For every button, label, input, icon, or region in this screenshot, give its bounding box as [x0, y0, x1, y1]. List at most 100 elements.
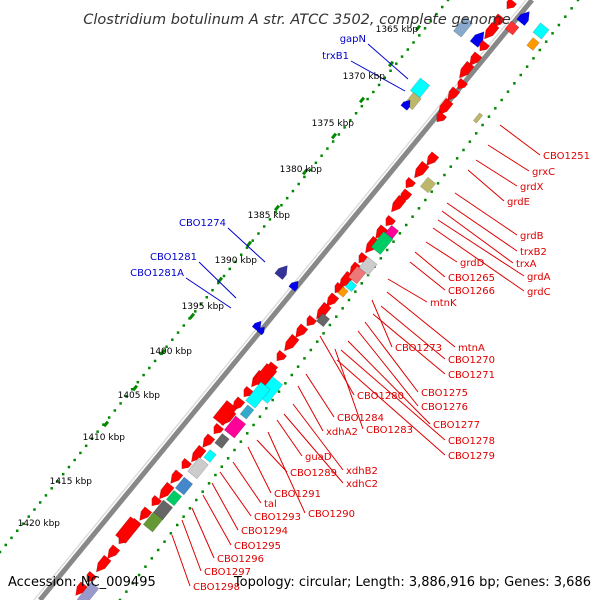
gene-label-forward[interactable]: trxB1	[322, 51, 349, 62]
gene-label-reverse[interactable]: CBO1265	[448, 273, 495, 284]
tick-dot	[38, 501, 42, 504]
gene-label-reverse[interactable]: grdE	[507, 197, 530, 208]
gene-reverse	[426, 151, 440, 166]
gene-reverse	[484, 21, 500, 40]
gene-label-reverse[interactable]: CBO1275	[421, 388, 468, 399]
gene-label-reverse[interactable]: CBO1293	[254, 512, 301, 523]
tick-dot	[4, 543, 7, 547]
gene-label-reverse[interactable]: trxB2	[520, 247, 547, 258]
tick-dot	[125, 395, 128, 398]
gene-label-forward[interactable]: CBO1274	[179, 218, 226, 229]
gene-label-reverse[interactable]: CBO1278	[448, 436, 495, 447]
gene-reverse	[347, 265, 367, 285]
gene-reverse	[479, 39, 490, 52]
tick-dot	[576, 0, 580, 2]
gene-reverse	[436, 110, 447, 123]
gene-label-reverse[interactable]: grdC	[527, 287, 551, 298]
gene-label-reverse[interactable]: CBO1290	[308, 509, 355, 520]
tick-dot	[449, 165, 453, 168]
gene-label-reverse[interactable]: CBO1298	[193, 582, 240, 593]
gene-reverse	[504, 20, 520, 36]
tick-dot	[389, 69, 392, 73]
gene-label-forward[interactable]: CBO1281	[150, 252, 197, 263]
gene-label-reverse[interactable]: grdB	[520, 231, 544, 242]
tick-label: 1415 kbp	[50, 477, 93, 487]
tick-dot	[245, 246, 249, 249]
label-leader	[475, 159, 518, 187]
gene-reverse	[326, 292, 340, 307]
gene-label-forward[interactable]: gapN	[340, 34, 366, 45]
tick-dot	[27, 515, 30, 518]
gene-label-reverse[interactable]: mtnK	[430, 298, 457, 309]
gene-reverse	[151, 494, 162, 507]
tick-dot	[274, 211, 277, 214]
gene-label-reverse[interactable]: tal	[264, 499, 277, 510]
tick-dot	[347, 298, 351, 302]
gene-label-reverse[interactable]: CBO1280	[357, 391, 404, 402]
label-leader	[256, 439, 288, 473]
gene-label-reverse[interactable]: xdhC2	[346, 479, 378, 490]
gene-label-reverse[interactable]: CBO1283	[366, 425, 413, 436]
gene-label-reverse[interactable]: grdD	[460, 258, 485, 269]
tick-dot	[113, 409, 117, 412]
gene-labels: gapN trxB1 CBO1274 CBO1281 CBO1281A CBO1251 gr…	[130, 34, 590, 593]
tick-dot	[411, 215, 414, 218]
gene-label-reverse[interactable]: CBO1266	[448, 286, 495, 297]
gene-reverse	[526, 37, 540, 51]
gene-label-reverse[interactable]: CBO1276	[421, 402, 468, 413]
tick-dot	[194, 310, 197, 313]
tick-dot	[148, 366, 151, 370]
tick-dot	[417, 207, 421, 210]
gene-reverse	[86, 570, 97, 583]
label-leader	[425, 241, 458, 263]
tick-dot	[277, 390, 281, 393]
label-leader	[347, 340, 431, 425]
gene-forward	[516, 11, 530, 26]
gene-label-reverse[interactable]: xdhA2	[326, 427, 358, 438]
gene-label-reverse[interactable]: grxC	[532, 167, 555, 178]
gene-reverse	[139, 506, 153, 521]
tick-dot	[412, 41, 415, 44]
tick-dot	[303, 175, 306, 179]
gene-label-reverse[interactable]: CBO1294	[241, 526, 288, 537]
gene-label-reverse[interactable]: CBO1270	[448, 355, 495, 366]
tick-label: 1405 kbp	[118, 391, 161, 401]
gene-label-reverse[interactable]: CBO1273	[395, 343, 442, 354]
gene-label-reverse[interactable]: trxA	[516, 259, 537, 270]
tick-dot	[239, 253, 243, 257]
tick-dot	[142, 373, 145, 377]
tick-dot	[150, 557, 154, 560]
tick-dot	[257, 232, 260, 235]
gene-label-reverse[interactable]: CBO1277	[433, 420, 480, 431]
label-leader	[292, 403, 344, 471]
gene-reverse	[370, 231, 394, 255]
gene-reverse	[202, 433, 216, 448]
gene-label-reverse[interactable]: guaD	[305, 452, 332, 463]
gene-label-reverse[interactable]: CBO1271	[448, 370, 495, 381]
gene-label-reverse[interactable]: CBO1289	[290, 468, 337, 479]
gene-label-reverse[interactable]: CBO1284	[337, 413, 384, 424]
tick-dot	[15, 529, 19, 533]
gene-label-reverse[interactable]: CBO1296	[217, 554, 264, 565]
tick-dot	[234, 260, 237, 264]
tick-dot	[379, 257, 383, 260]
tick-dot	[385, 248, 389, 252]
backbone-highlight	[33, 0, 527, 601]
gene-label-reverse[interactable]: CBO1297	[204, 567, 251, 578]
gene-reverse	[142, 511, 164, 533]
gene-label-forward[interactable]: CBO1281A	[130, 268, 184, 279]
tick-mark	[188, 312, 196, 320]
gene-label-reverse[interactable]: xdhB2	[346, 466, 378, 477]
gene-label-reverse[interactable]: CBO1251	[543, 151, 590, 162]
gene-label-reverse[interactable]: grdA	[527, 272, 551, 283]
label-leader	[247, 446, 272, 494]
gene-label-reverse[interactable]: CBO1295	[234, 541, 281, 552]
tick-dot	[165, 345, 168, 349]
gene-label-reverse[interactable]: CBO1291	[274, 489, 321, 500]
gene-label-reverse[interactable]: CBO1279	[448, 451, 495, 462]
gene-label-reverse[interactable]: mtnA	[458, 343, 485, 354]
tick-mark	[301, 168, 309, 176]
gene-label-reverse[interactable]: grdX	[520, 182, 544, 193]
